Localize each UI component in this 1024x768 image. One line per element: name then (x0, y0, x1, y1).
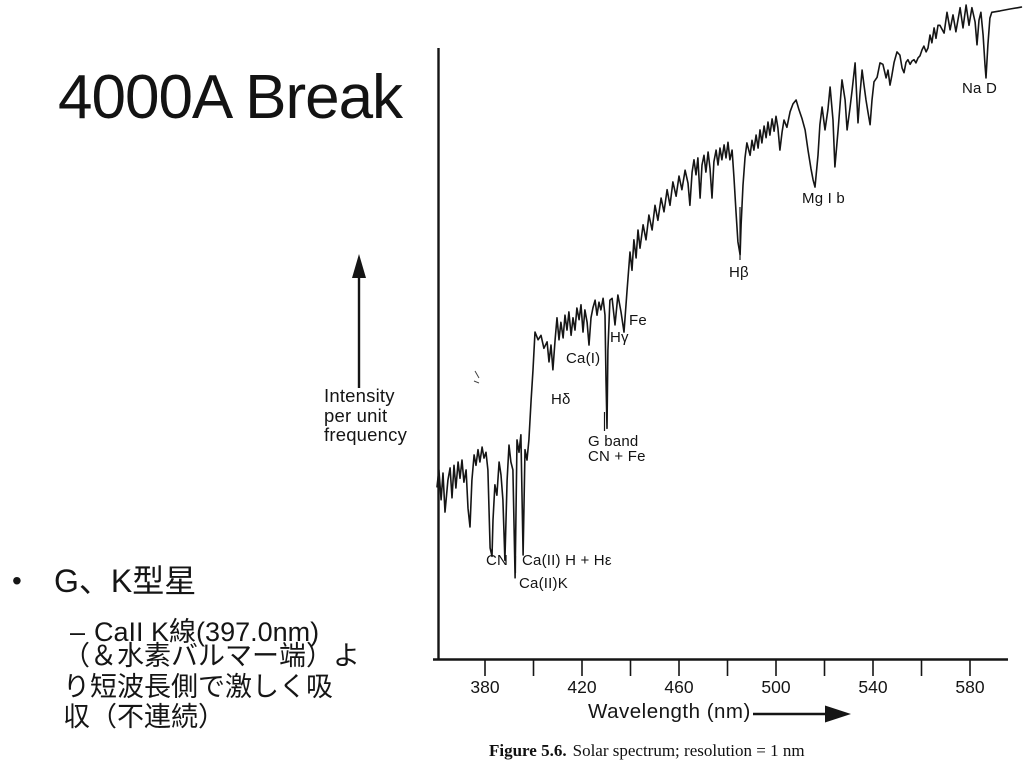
spectral-line-label: Hβ (729, 264, 749, 281)
x-axis-tick-label: 380 (470, 677, 499, 697)
bullet-marker: • (12, 565, 22, 596)
slide-title: 4000A Break (58, 63, 403, 132)
y-axis-label: Intensity per unit frequency (324, 385, 408, 445)
sub-bullet-text-line1: CaII K線(397.0nm) (94, 617, 320, 647)
spectral-line-label: Ca(II)K (519, 575, 568, 592)
x-axis-tick-label: 460 (664, 677, 693, 697)
figure-caption-text: Solar spectrum; resolution = 1 nm (572, 741, 805, 760)
spectral-line-label: Hγ (610, 329, 629, 346)
x-axis-tick-label: 420 (567, 677, 596, 697)
scan-artifact-mark (473, 370, 480, 384)
right-arrow-head-icon (825, 705, 851, 723)
up-arrow-head-icon (352, 254, 366, 278)
bullet-item: • G、K型星 (8, 556, 196, 602)
sub-bullet-marker: – (70, 617, 86, 647)
sub-bullet-item: – CaII K線(397.0nm) (70, 610, 319, 649)
spectral-line-label: Fe (629, 312, 647, 329)
spectral-line-label: CN + Fe (588, 448, 646, 465)
spectral-line-label: Hδ (551, 391, 571, 408)
spectral-line-label: G band (588, 433, 639, 450)
spectral-line-label: CN (486, 552, 509, 569)
x-axis-tick-label: 540 (858, 677, 887, 697)
figure-caption: Figure 5.6. Solar spectrum; resolution = … (489, 741, 805, 761)
x-axis-tick-label: 580 (955, 677, 984, 697)
spectral-line-label: Ca(II) H + Hε (522, 552, 612, 569)
figure-caption-number: Figure 5.6. (489, 741, 567, 760)
bullet-text: G、K型星 (54, 563, 197, 599)
spectral-line-label: Mg I b (802, 190, 845, 207)
sub-bullet-text-wrapped: （＆水素バルマー端）よ り短波長側で激しく吸 収（不連続） (63, 641, 360, 732)
spectral-line-label: Ca(I) (566, 350, 601, 367)
x-axis-label: Wavelength (nm) (588, 700, 751, 723)
x-axis-tick-label: 500 (761, 677, 790, 697)
spectrum-curve (436, 4, 1023, 579)
spectral-line-label: Na D (962, 80, 997, 97)
